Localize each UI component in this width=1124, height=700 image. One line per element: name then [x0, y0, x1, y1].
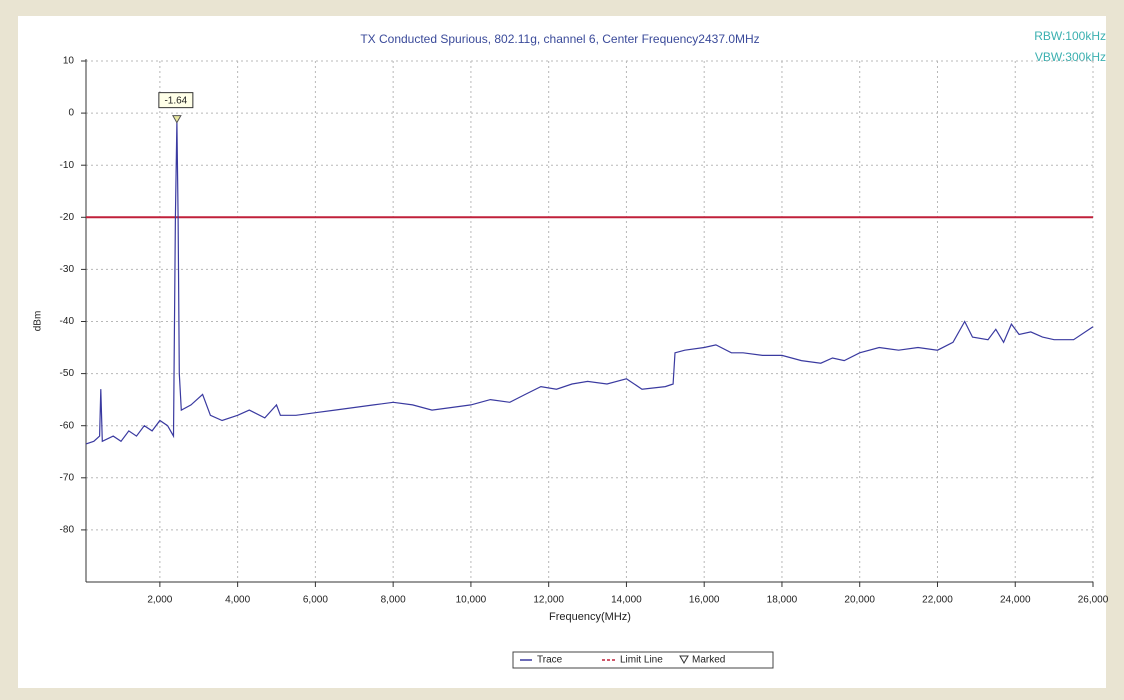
chart-title: TX Conducted Spurious, 802.11g, channel …	[360, 32, 759, 46]
x-tick-label: 26,000	[1078, 595, 1109, 606]
x-tick-label: 8,000	[381, 595, 406, 606]
y-tick-label: -40	[60, 316, 75, 327]
annotation: RBW:100kHz	[1034, 29, 1106, 43]
annotation: VBW:300kHz	[1035, 50, 1106, 64]
y-tick-label: -50	[60, 368, 75, 379]
y-tick-label: -20	[60, 212, 75, 223]
x-tick-label: 14,000	[611, 595, 642, 606]
panel	[18, 16, 1106, 688]
legend-label: Trace	[537, 655, 563, 666]
legend-label: Limit Line	[620, 655, 663, 666]
y-tick-label: -10	[60, 160, 75, 171]
x-tick-label: 4,000	[225, 595, 250, 606]
x-axis-label: Frequency(MHz)	[549, 611, 631, 623]
legend	[512, 651, 774, 669]
y-axis-label: dBm	[33, 311, 44, 332]
y-tick-label: -60	[60, 420, 75, 431]
legend-label: Marked	[692, 655, 725, 666]
y-tick-label: 10	[63, 56, 75, 67]
x-tick-label: 2,000	[147, 595, 172, 606]
trace-line	[85, 121, 1094, 445]
x-tick-label: 16,000	[689, 595, 720, 606]
x-tick-label: 10,000	[456, 595, 487, 606]
y-tick-label: -80	[60, 525, 75, 536]
marker-label-box	[158, 92, 194, 109]
y-tick-label: -30	[60, 264, 75, 275]
x-tick-label: 6,000	[303, 595, 328, 606]
x-tick-label: 24,000	[1000, 595, 1031, 606]
y-tick-label: 0	[68, 108, 74, 119]
marker	[172, 115, 182, 124]
marker-label: -1.64	[164, 95, 187, 106]
x-tick-label: 12,000	[533, 595, 564, 606]
x-tick-label: 20,000	[844, 595, 875, 606]
legend-swatch	[679, 655, 689, 665]
x-tick-label: 18,000	[767, 595, 798, 606]
y-tick-label: -70	[60, 472, 75, 483]
x-tick-label: 22,000	[922, 595, 953, 606]
